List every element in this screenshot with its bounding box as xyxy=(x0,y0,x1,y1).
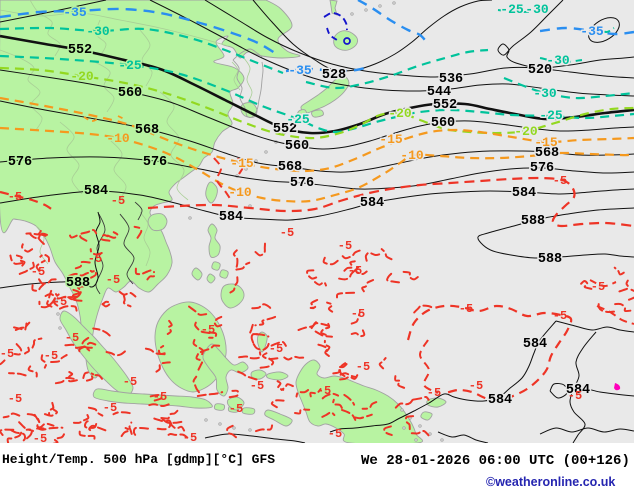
svg-text:588: 588 xyxy=(538,252,562,267)
svg-text:584: 584 xyxy=(488,393,512,408)
svg-text:584: 584 xyxy=(219,210,243,225)
svg-text:-35: -35 xyxy=(288,63,312,78)
svg-text:-15: -15 xyxy=(534,135,558,150)
svg-text:552: 552 xyxy=(68,43,92,58)
svg-text:-5: -5 xyxy=(31,265,45,279)
svg-text:528: 528 xyxy=(322,68,346,83)
svg-text:-35: -35 xyxy=(63,5,87,20)
svg-text:576: 576 xyxy=(530,161,554,176)
svg-text:-5: -5 xyxy=(65,331,79,345)
svg-text:-5: -5 xyxy=(44,349,58,363)
svg-text:-30: -30 xyxy=(86,24,110,39)
svg-text:584: 584 xyxy=(566,383,590,398)
svg-text:-5: -5 xyxy=(338,239,352,253)
svg-text:-5: -5 xyxy=(356,360,370,374)
svg-text:560: 560 xyxy=(285,139,309,154)
svg-text:-15: -15 xyxy=(230,156,254,171)
svg-text:568: 568 xyxy=(135,123,159,138)
svg-text:520: 520 xyxy=(528,63,552,78)
svg-text:-5: -5 xyxy=(103,401,117,415)
svg-text:-5: -5 xyxy=(280,226,294,240)
svg-text:-5: -5 xyxy=(0,347,14,361)
svg-text:584: 584 xyxy=(523,337,547,352)
svg-text:536: 536 xyxy=(439,72,463,87)
svg-text:-10: -10 xyxy=(400,148,424,163)
svg-text:-5: -5 xyxy=(553,309,567,323)
svg-text:-5: -5 xyxy=(53,295,67,309)
svg-text:584: 584 xyxy=(84,184,108,199)
svg-text:-10: -10 xyxy=(228,185,252,200)
svg-text:588: 588 xyxy=(66,276,90,291)
svg-text:-30: -30 xyxy=(533,86,557,101)
svg-text:-5: -5 xyxy=(123,375,137,389)
svg-text:-5: -5 xyxy=(269,342,283,356)
svg-text:-5: -5 xyxy=(427,386,441,400)
svg-text:-5: -5 xyxy=(351,307,365,321)
svg-text:-5: -5 xyxy=(201,323,215,337)
svg-text:-5: -5 xyxy=(153,390,167,404)
svg-text:576: 576 xyxy=(290,176,314,191)
svg-text:-5: -5 xyxy=(469,379,483,393)
svg-text:-5: -5 xyxy=(229,402,243,416)
svg-text:568: 568 xyxy=(535,146,559,161)
svg-text:-20: -20 xyxy=(70,69,94,84)
svg-text:-5: -5 xyxy=(459,302,473,316)
svg-text:-20: -20 xyxy=(514,124,538,139)
svg-text:576: 576 xyxy=(143,155,167,170)
svg-text:-10: -10 xyxy=(106,131,130,146)
svg-text:-5: -5 xyxy=(8,190,22,204)
svg-text:Height/Temp. 500 hPa [gdmp][°C: Height/Temp. 500 hPa [gdmp][°C] GFS xyxy=(2,452,275,467)
svg-text:-15: -15 xyxy=(379,132,403,147)
svg-text:584: 584 xyxy=(360,196,384,211)
svg-text:-30: -30 xyxy=(546,53,570,68)
svg-text:-5: -5 xyxy=(328,427,342,441)
svg-text:-30: -30 xyxy=(525,2,549,17)
svg-text:-5: -5 xyxy=(568,389,582,403)
svg-text:-35: -35 xyxy=(580,24,604,39)
svg-text:-5: -5 xyxy=(106,273,120,287)
svg-text:576: 576 xyxy=(8,155,32,170)
svg-text:-5: -5 xyxy=(553,174,567,188)
svg-text:-5: -5 xyxy=(8,392,22,406)
svg-text:588: 588 xyxy=(521,214,545,229)
svg-text:560: 560 xyxy=(431,116,455,131)
svg-text:-5: -5 xyxy=(33,432,47,446)
svg-text:-25: -25 xyxy=(500,2,524,17)
svg-text:©weatheronline.co.uk: ©weatheronline.co.uk xyxy=(486,475,615,489)
svg-text:552: 552 xyxy=(433,98,457,113)
svg-text:-5: -5 xyxy=(250,379,264,393)
svg-text:-5: -5 xyxy=(183,431,197,445)
svg-text:-5: -5 xyxy=(88,252,102,266)
svg-text:-5: -5 xyxy=(111,194,125,208)
svg-text:552: 552 xyxy=(273,122,297,137)
svg-text:-25: -25 xyxy=(118,58,142,73)
svg-text:560: 560 xyxy=(118,86,142,101)
svg-text:568: 568 xyxy=(278,160,302,175)
svg-text:-25: -25 xyxy=(286,112,310,127)
svg-text:584: 584 xyxy=(512,186,536,201)
svg-text:-5: -5 xyxy=(317,384,331,398)
svg-text:544: 544 xyxy=(427,85,451,100)
svg-text:-20: -20 xyxy=(388,106,412,121)
svg-text:-5: -5 xyxy=(591,280,605,294)
svg-text:-5: -5 xyxy=(348,264,362,278)
svg-text:We 28-01-2026 06:00 UTC (00+12: We 28-01-2026 06:00 UTC (00+126) xyxy=(361,453,630,469)
svg-text:-25: -25 xyxy=(539,108,563,123)
